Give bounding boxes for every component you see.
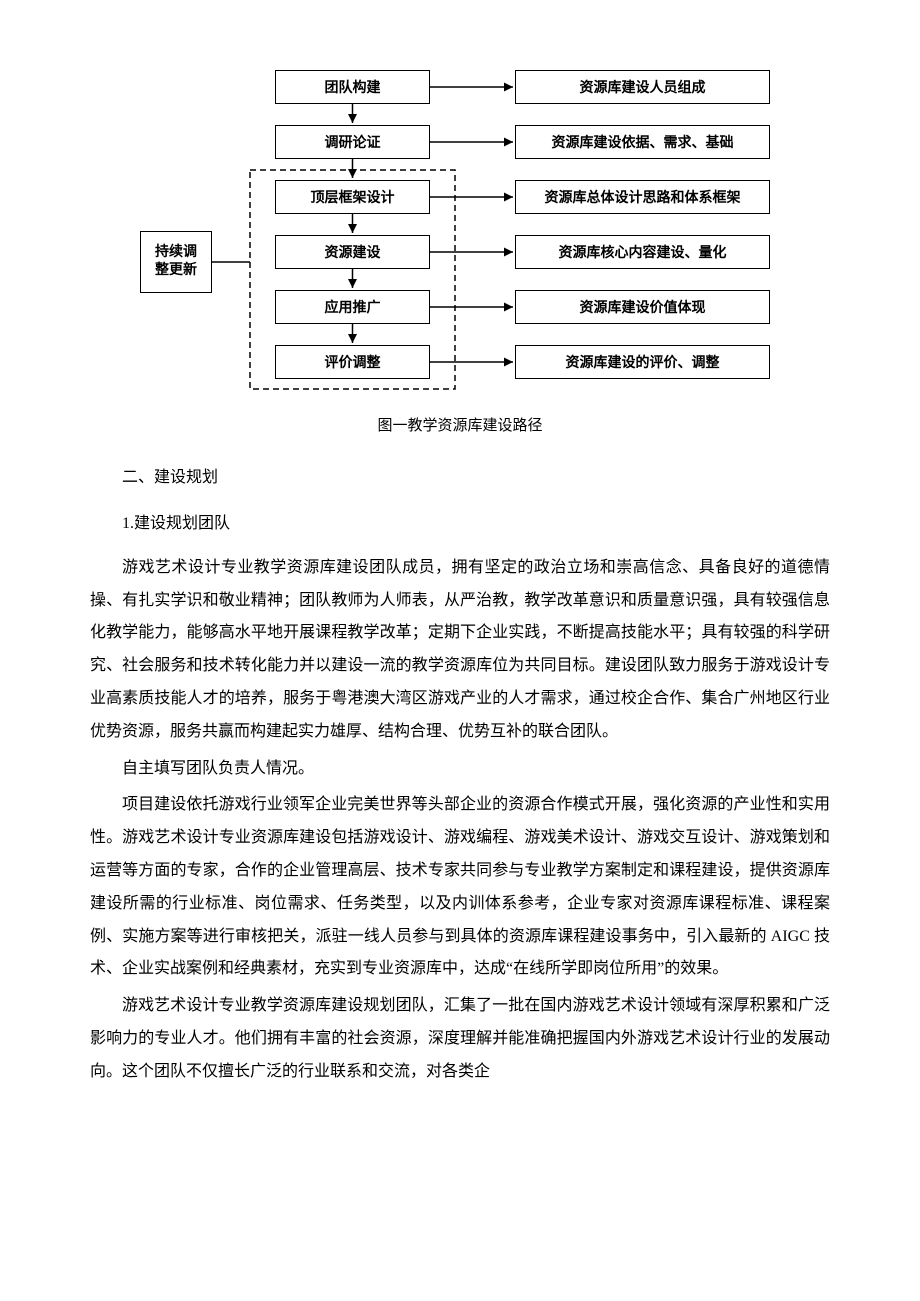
flow-step: 团队构建 <box>275 70 430 104</box>
body-paragraph: 项目建设依托游戏行业领军企业完美世界等头部企业的资源合作模式开展，强化资源的产业… <box>90 789 830 986</box>
flow-description: 资源库建设的评价、调整 <box>515 345 770 379</box>
body-paragraph: 游戏艺术设计专业教学资源库建设规划团队，汇集了一批在国内游戏艺术设计领域有深厚积… <box>90 990 830 1088</box>
side-loop-box: 持续调整更新 <box>140 231 212 293</box>
flow-step: 应用推广 <box>275 290 430 324</box>
flow-step: 评价调整 <box>275 345 430 379</box>
body-paragraph: 游戏艺术设计专业教学资源库建设团队成员，拥有坚定的政治立场和崇高信念、具备良好的… <box>90 552 830 749</box>
flowchart-diagram: 团队构建 资源库建设人员组成调研论证 资源库建设依据、需求、基础顶层框架设计 资源库总… <box>140 60 780 399</box>
flow-description: 资源库建设依据、需求、基础 <box>515 125 770 159</box>
flow-step: 资源建设 <box>275 235 430 269</box>
body-paragraph: 自主填写团队负责人情况。 <box>90 753 830 786</box>
section-heading: 二、建设规划 <box>90 463 830 493</box>
flow-description: 资源库总体设计思路和体系框架 <box>515 180 770 214</box>
flow-step: 调研论证 <box>275 125 430 159</box>
figure-caption: 图一教学资源库建设路径 <box>90 414 830 435</box>
flow-description: 资源库建设价值体现 <box>515 290 770 324</box>
flow-step: 顶层框架设计 <box>275 180 430 214</box>
flow-description: 资源库建设人员组成 <box>515 70 770 104</box>
flow-description: 资源库核心内容建设、量化 <box>515 235 770 269</box>
sub-heading: 1.建设规划团队 <box>90 509 830 539</box>
